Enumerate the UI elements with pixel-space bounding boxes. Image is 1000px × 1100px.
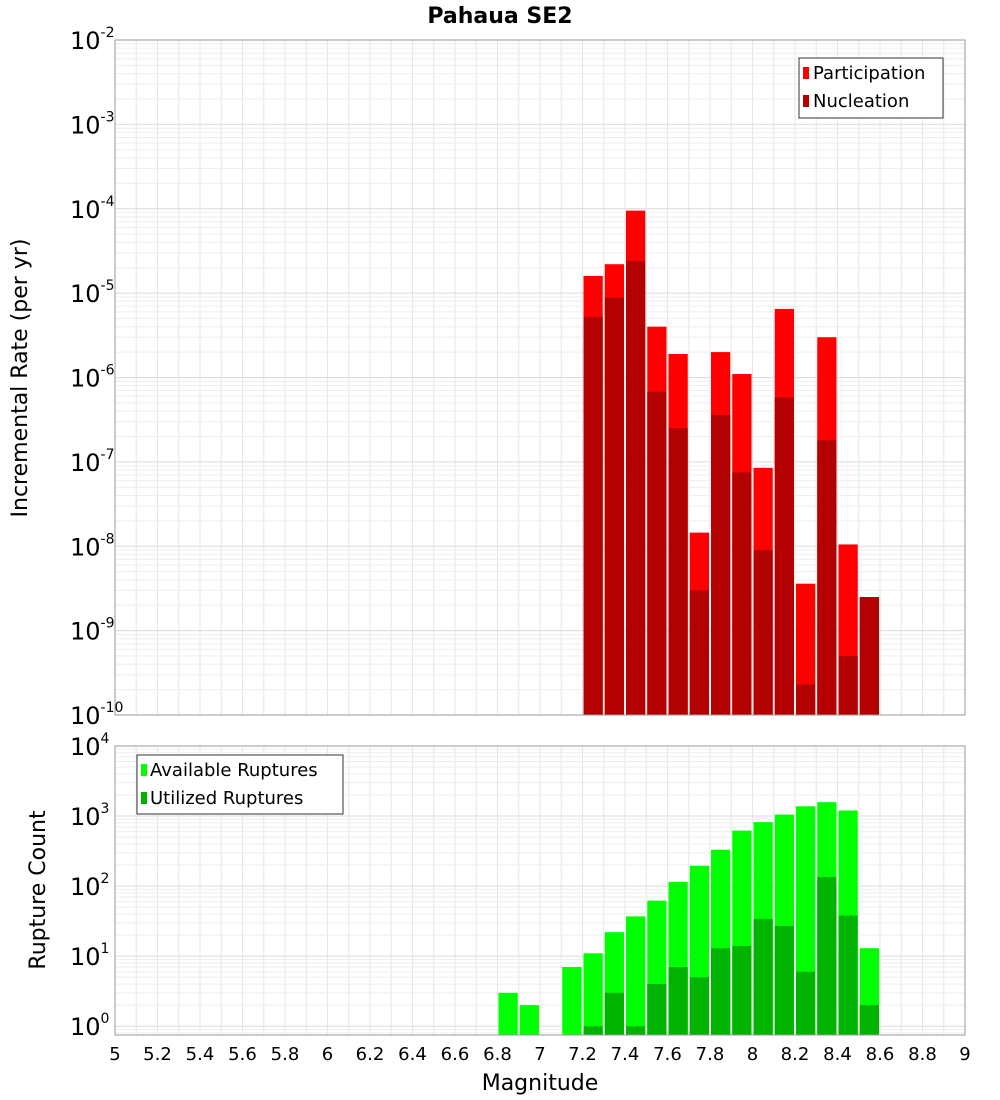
y-tick-label: 102 [70, 871, 109, 901]
rate-y-ticks: 10-2 10-3 10-4 10-5 10-6 10-7 10-8 10-9 10-10 [70, 25, 123, 730]
count-panel: 104 103 102 101 100 5 5.2 5.4 5.6 5.8 6 6.2 6.4 6.6 6… [26, 731, 971, 1096]
nucleation-bar [753, 550, 773, 715]
x-tick-label: 8.6 [866, 1044, 895, 1065]
utilized-ruptures-bar [689, 977, 709, 1035]
rate-panel: 10-2 10-3 10-4 10-5 10-6 10-7 10-8 10-9 10-10 In… [8, 25, 966, 730]
utilized-ruptures-bar [753, 918, 773, 1035]
x-tick-label: 7.2 [568, 1044, 597, 1065]
utilized-swatch [141, 792, 147, 804]
utilized-ruptures-bar [817, 876, 837, 1035]
rate-legend-box [798, 57, 944, 119]
x-tick-label: 7 [534, 1044, 545, 1065]
nucleation-bar [711, 414, 731, 715]
utilized-ruptures-bar [626, 1026, 646, 1035]
count-y-ticks: 104 103 102 101 100 [70, 731, 110, 1041]
utilized-ruptures-bar [732, 945, 752, 1035]
nucleation-swatch [803, 95, 809, 107]
nucleation-bar [859, 597, 879, 715]
rate-legend: Participation Nucleation [798, 57, 944, 119]
legend-nucleation: Nucleation [813, 91, 909, 112]
legend-utilized: Utilized Ruptures [150, 788, 303, 809]
y-tick-label: 103 [70, 801, 109, 831]
y-tick-label: 10-3 [70, 109, 115, 139]
x-tick-label: 7.6 [653, 1044, 682, 1065]
rate-gridlines [114, 39, 966, 716]
y-tick-label: 100 [70, 1011, 109, 1041]
x-tick-label: 5.2 [143, 1044, 172, 1065]
legend-available: Available Ruptures [150, 760, 318, 781]
count-legend: Available Ruptures Utilized Ruptures [136, 754, 344, 815]
x-tick-label: 6.6 [441, 1044, 470, 1065]
participation-swatch [803, 67, 809, 79]
nucleation-bar [626, 261, 646, 715]
legend-participation: Participation [813, 63, 925, 84]
y-tick-label: 10-6 [70, 363, 115, 393]
y-tick-label: 104 [70, 731, 110, 761]
utilized-ruptures-bar [668, 967, 688, 1035]
nucleation-bar [647, 391, 667, 715]
x-tick-label: 5.4 [186, 1044, 215, 1065]
nucleation-bar [817, 440, 837, 715]
x-tick-label: 5.8 [271, 1044, 300, 1065]
utilized-ruptures-bar [583, 1026, 603, 1035]
available-ruptures-bar [498, 992, 518, 1035]
utilized-ruptures-bar [604, 992, 624, 1035]
count-y-axis-label: Rupture Count [26, 810, 51, 970]
nucleation-bar [583, 317, 603, 715]
y-tick-label: 10-8 [70, 531, 115, 561]
y-tick-label: 10-5 [70, 278, 115, 308]
x-tick-label: 6.4 [398, 1044, 427, 1065]
available-ruptures-bar [562, 967, 582, 1035]
count-plot-frame [114, 745, 966, 1036]
utilized-ruptures-bar [647, 984, 667, 1035]
y-tick-label: 10-9 [70, 616, 115, 646]
x-tick-label: 6 [322, 1044, 333, 1065]
participation-bar [796, 583, 816, 715]
rate-plot-frame [114, 39, 966, 716]
rate-bars [583, 210, 879, 715]
utilized-ruptures-bar [859, 1005, 879, 1035]
x-tick-label: 8 [747, 1044, 758, 1065]
available-swatch [141, 764, 147, 776]
y-tick-label: 10-2 [70, 25, 115, 55]
y-tick-label: 10-4 [70, 194, 115, 224]
available-ruptures-bar [519, 1005, 539, 1035]
x-tick-label: 7.4 [611, 1044, 640, 1065]
x-tick-label: 9 [959, 1044, 970, 1065]
utilized-ruptures-bar [796, 971, 816, 1035]
x-tick-label: 7.8 [696, 1044, 725, 1065]
nucleation-bar [838, 656, 858, 715]
nucleation-bar [604, 297, 624, 715]
utilized-ruptures-bar [711, 948, 731, 1035]
y-tick-label: 10-10 [70, 700, 123, 730]
x-tick-label: 6.8 [483, 1044, 512, 1065]
x-ticks: 5 5.2 5.4 5.6 5.8 6 6.2 6.4 6.6 6.8 7 7.2 7.4 7.6 7.8 8… [109, 1044, 970, 1065]
y-tick-label: 10-7 [70, 447, 115, 477]
nucleation-bar [796, 684, 816, 715]
count-legend-box [136, 754, 344, 815]
y-tick-label: 101 [70, 941, 109, 971]
x-axis-label: Magnitude [482, 1071, 599, 1096]
x-tick-label: 8.4 [823, 1044, 852, 1065]
x-tick-label: 5 [109, 1044, 120, 1065]
x-tick-label: 6.2 [356, 1044, 385, 1065]
nucleation-bar [689, 590, 709, 715]
nucleation-bar [774, 397, 794, 715]
nucleation-bar [732, 472, 752, 715]
x-tick-label: 8.8 [908, 1044, 937, 1065]
utilized-ruptures-bar [774, 925, 794, 1035]
count-bars [498, 802, 879, 1035]
chart-title: Pahaua SE2 [427, 4, 572, 29]
x-tick-label: 8.2 [781, 1044, 810, 1065]
x-tick-label: 5.6 [228, 1044, 257, 1065]
utilized-ruptures-bar [838, 915, 858, 1035]
available-ruptures-bar [583, 953, 603, 1035]
available-ruptures-bar [626, 916, 646, 1035]
nucleation-bar [668, 428, 688, 715]
rate-y-axis-label: Incremental Rate (per yr) [8, 239, 33, 518]
